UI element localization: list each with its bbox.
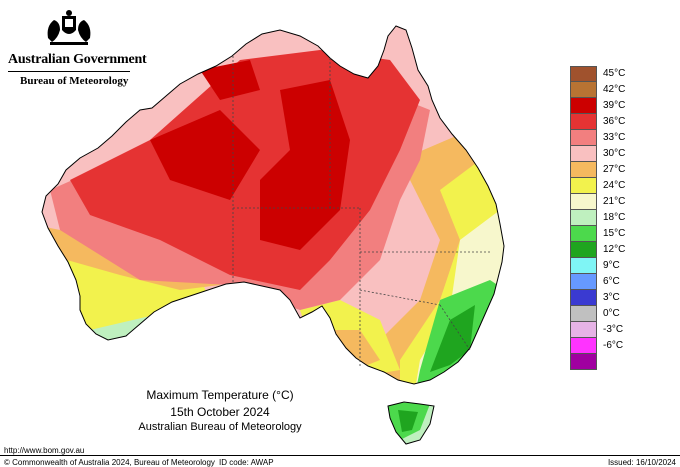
legend-swatch — [570, 146, 597, 162]
legend-label: 33°C — [603, 132, 626, 143]
legend-swatch — [570, 354, 597, 370]
legend-label: -3°C — [603, 324, 624, 335]
map-title: Maximum Temperature (°C) — [146, 388, 294, 402]
legend-label: 24°C — [603, 180, 626, 191]
legend-swatch — [570, 306, 597, 322]
legend-label: 6°C — [603, 276, 620, 287]
legend-label: 9°C — [603, 260, 620, 271]
legend-label: -6°C — [603, 340, 624, 351]
legend-label: 15°C — [603, 228, 626, 239]
bureau-name: Bureau of Meteorology — [20, 75, 129, 87]
legend-swatch — [570, 274, 597, 290]
legend-label: 36°C — [603, 116, 626, 127]
legend-label: 30°C — [603, 148, 626, 159]
footer-divider — [0, 455, 680, 456]
map-date: 15th October 2024 — [170, 405, 270, 419]
legend-swatch — [570, 82, 597, 98]
legend-label: 21°C — [603, 196, 626, 207]
legend-swatch — [570, 290, 597, 306]
legend-swatch — [570, 226, 597, 242]
legend-swatch — [570, 162, 597, 178]
legend-swatch — [570, 130, 597, 146]
legend-swatch — [570, 338, 597, 354]
legend-label: 27°C — [603, 164, 626, 175]
legend-label: 12°C — [603, 244, 626, 255]
legend-swatch — [570, 178, 597, 194]
legend-label: 42°C — [603, 84, 626, 95]
map-source: Australian Bureau of Meteorology — [138, 421, 302, 433]
website-url[interactable]: http://www.bom.gov.au — [4, 446, 85, 455]
legend-swatch — [570, 258, 597, 274]
brand-divider — [8, 71, 130, 72]
legend-label: 18°C — [603, 212, 626, 223]
legend-label: 39°C — [603, 100, 626, 111]
legend-swatch — [570, 66, 597, 82]
coat-of-arms-icon — [47, 10, 91, 45]
issued-date: Issued: 16/10/2024 — [607, 458, 676, 467]
legend-swatch — [570, 322, 597, 338]
legend-label: 0°C — [603, 308, 620, 319]
id-code: ID code: AWAP — [219, 458, 274, 467]
legend-swatch — [570, 194, 597, 210]
government-branding: Australian Government Bureau of Meteorol… — [8, 8, 147, 87]
government-name: Australian Government — [8, 52, 147, 67]
legend-swatch — [570, 242, 597, 258]
copyright-text: © Commonwealth of Australia 2024, Bureau… — [4, 458, 215, 467]
legend-label: 3°C — [603, 292, 620, 303]
legend-swatch — [570, 98, 597, 114]
legend-label: 45°C — [603, 68, 626, 79]
legend-swatch — [570, 210, 597, 226]
legend-swatch — [570, 114, 597, 130]
